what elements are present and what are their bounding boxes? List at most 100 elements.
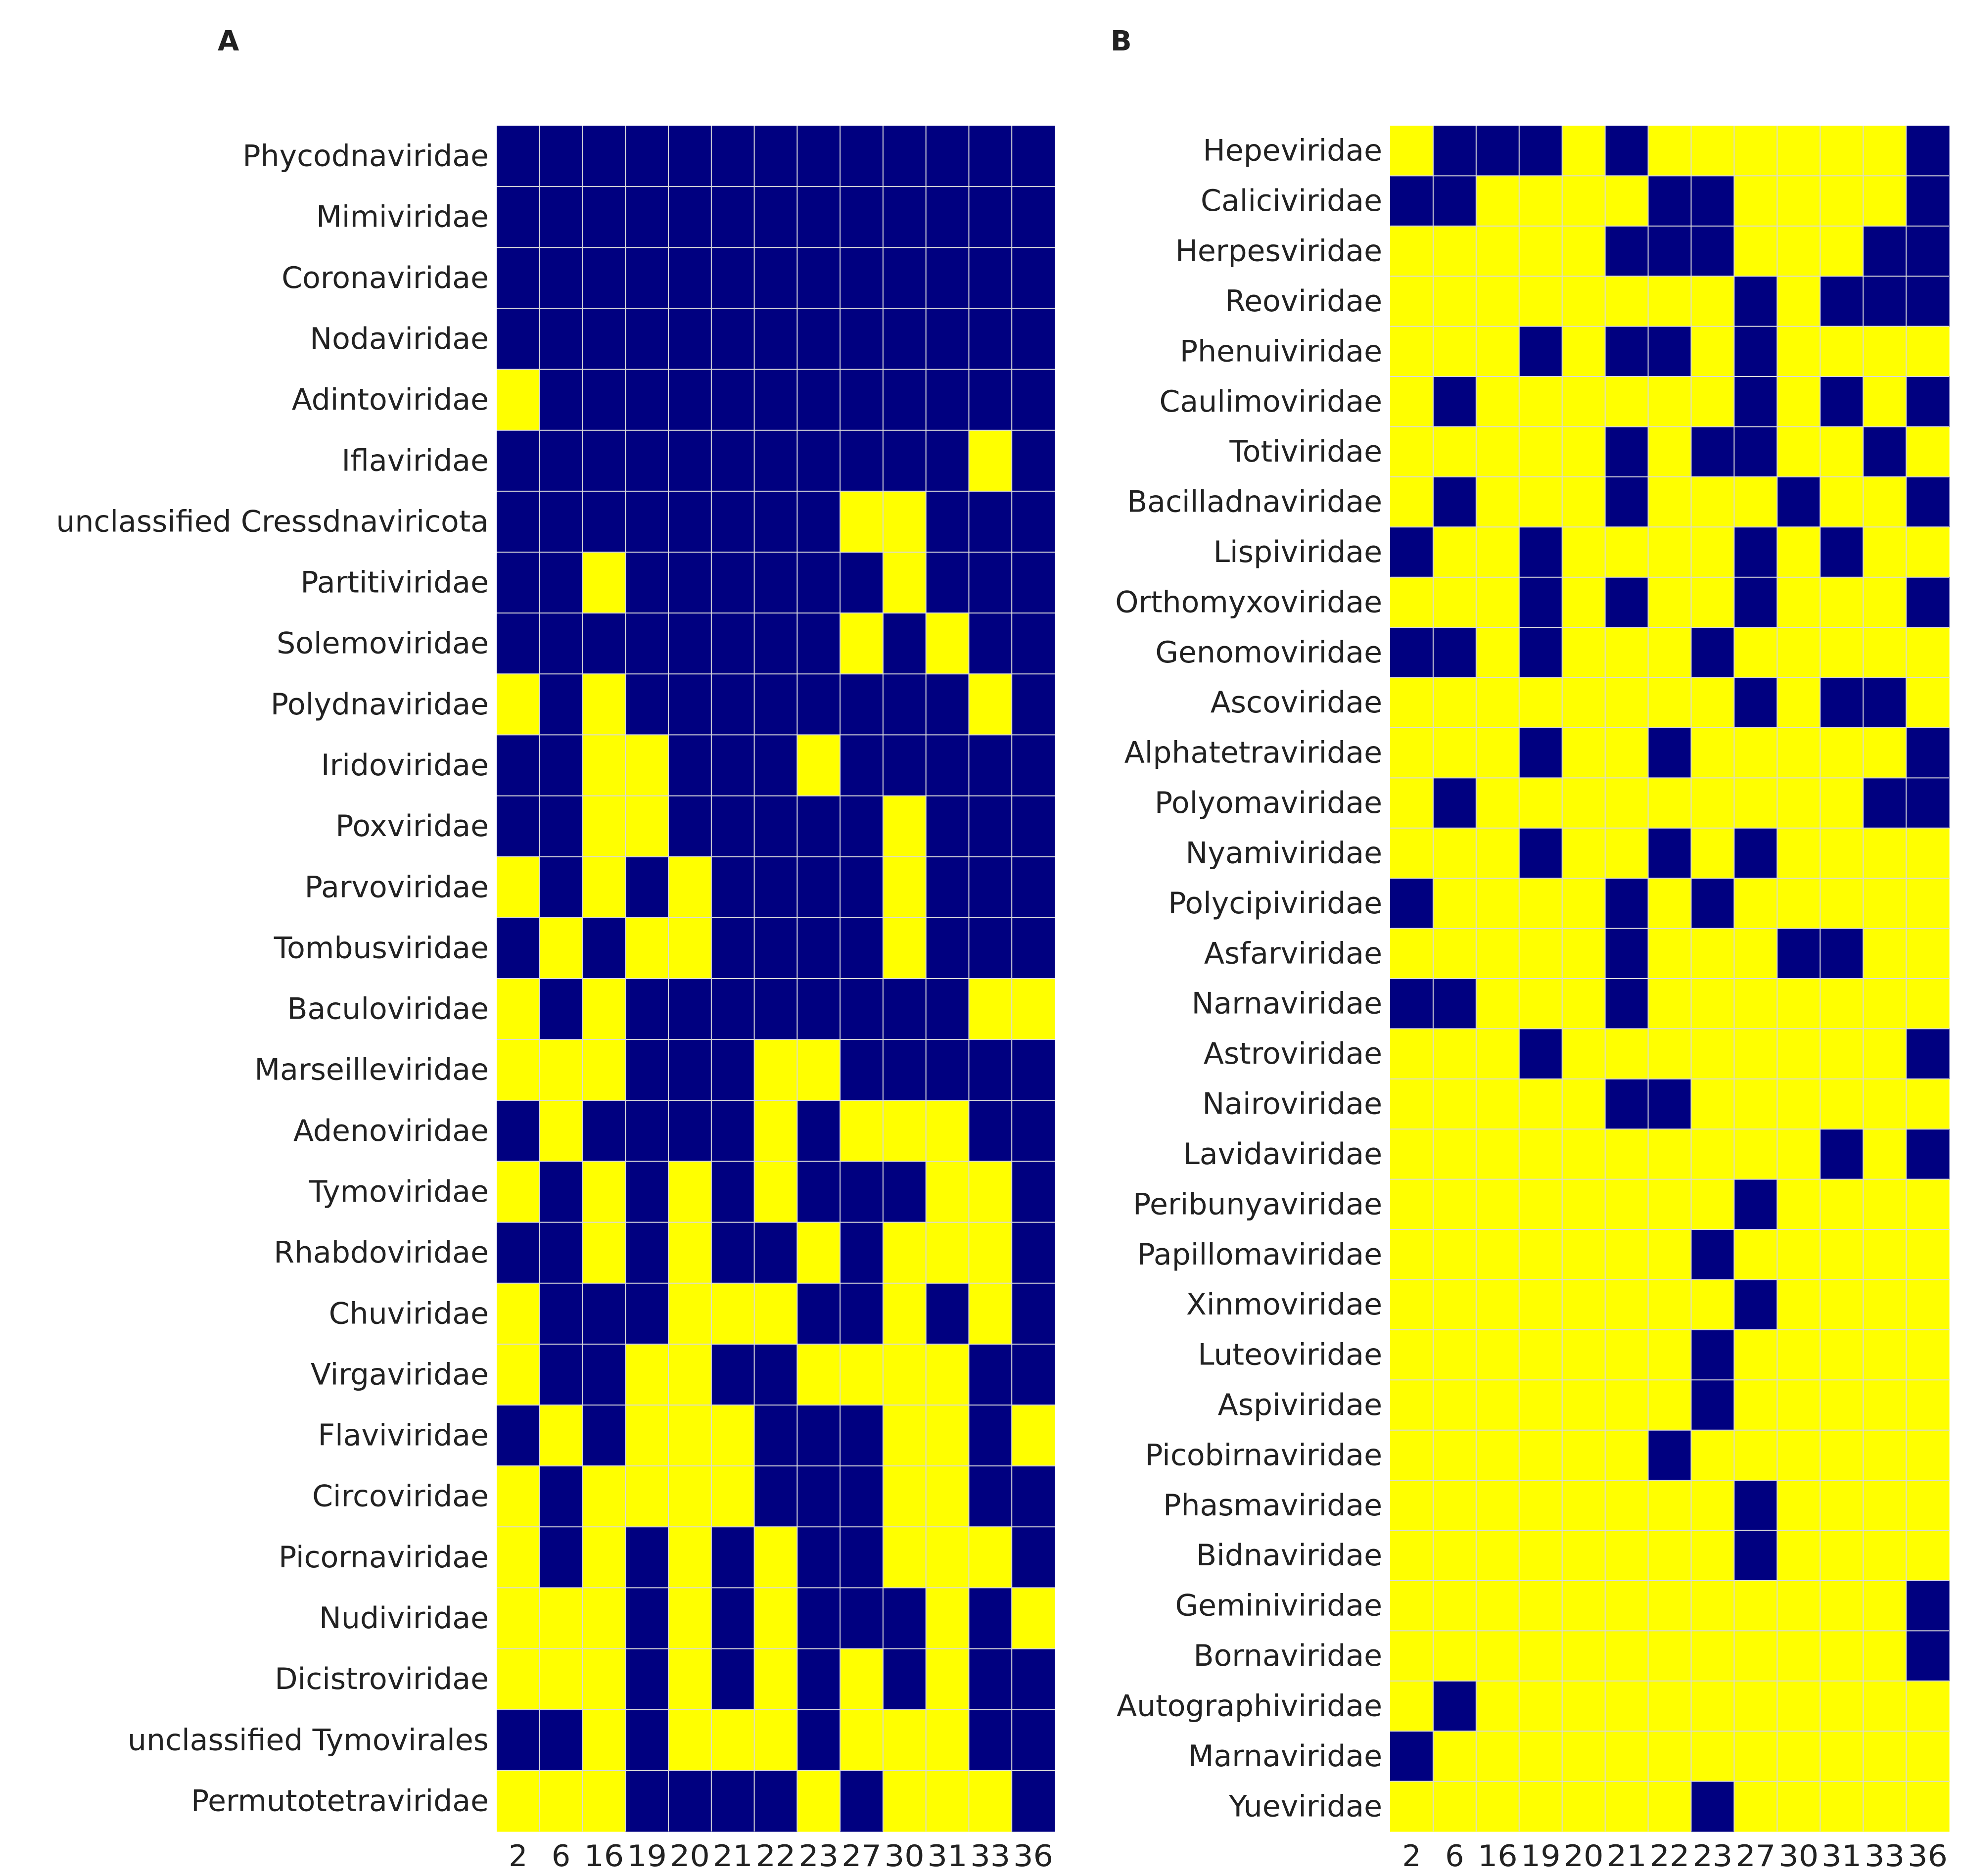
heatmap-cell — [1648, 778, 1692, 829]
heatmap-cell — [883, 1344, 927, 1406]
heatmap-cell — [625, 1466, 669, 1527]
heatmap-cell — [883, 1222, 927, 1284]
row-label: Picornaviridae — [279, 1540, 489, 1575]
heatmap-cell — [969, 917, 1012, 979]
heatmap-cell — [1562, 1179, 1606, 1230]
heatmap-cell — [668, 1222, 712, 1284]
heatmap-cell — [1390, 176, 1434, 227]
heatmap-cell — [1863, 878, 1907, 929]
heatmap-cell — [1648, 1631, 1692, 1682]
heatmap-cell — [797, 1100, 840, 1162]
row-label: Xinmoviridae — [1186, 1287, 1382, 1322]
heatmap-cell — [625, 1161, 669, 1223]
heatmap-cell — [969, 735, 1012, 797]
row-label: Autographiviridae — [1117, 1688, 1382, 1723]
heatmap-cell — [1519, 878, 1563, 929]
heatmap-cell — [1519, 778, 1563, 829]
heatmap-cell — [797, 1466, 840, 1527]
heatmap-cell — [1562, 527, 1606, 578]
heatmap-cell — [1012, 369, 1055, 431]
row-label: Phasmaviridae — [1163, 1488, 1382, 1523]
heatmap-cell — [1433, 677, 1477, 728]
heatmap-cell — [1390, 627, 1434, 678]
row-label: Flaviviridae — [318, 1418, 489, 1453]
heatmap-cell — [1648, 677, 1692, 728]
heatmap-cell — [1433, 627, 1477, 678]
heatmap-cell — [1562, 1681, 1606, 1732]
heatmap-cell — [1648, 979, 1692, 1030]
heatmap-cell — [1820, 1530, 1864, 1581]
heatmap-cell — [1820, 1229, 1864, 1280]
heatmap-cell — [1691, 376, 1734, 427]
heatmap-cell — [539, 1222, 583, 1284]
heatmap-cell — [797, 1283, 840, 1345]
row-label: unclassified Tymovirales — [128, 1723, 489, 1757]
heatmap-cell — [1519, 979, 1563, 1030]
heatmap-cell — [1691, 1430, 1734, 1481]
heatmap-cell — [668, 917, 712, 979]
heatmap-cell — [1476, 476, 1520, 527]
heatmap-cell — [969, 369, 1012, 431]
heatmap-cell — [711, 1770, 755, 1832]
row-label: Asfarviridae — [1204, 936, 1382, 971]
heatmap-cell — [1605, 1229, 1649, 1280]
heatmap-cell — [969, 1344, 1012, 1406]
heatmap-cell — [1820, 1681, 1864, 1732]
heatmap-cell — [1734, 828, 1777, 879]
heatmap-cell — [926, 552, 970, 613]
heatmap-cell — [625, 552, 669, 613]
heatmap-cell — [1519, 276, 1563, 327]
heatmap-cell — [1390, 677, 1434, 728]
heatmap-cell — [1863, 476, 1907, 527]
row-label: Bidnaviridae — [1196, 1538, 1382, 1573]
heatmap-cell — [497, 1588, 540, 1649]
heatmap-cell — [1605, 126, 1649, 177]
heatmap-cell — [1906, 176, 1950, 227]
heatmap-cell — [711, 613, 755, 674]
heatmap-cell — [1734, 577, 1777, 628]
heatmap-cell — [1433, 476, 1477, 527]
heatmap-cell — [1648, 727, 1692, 778]
heatmap-cell — [1390, 1079, 1434, 1129]
heatmap-cell — [1012, 1344, 1055, 1406]
heatmap-cell — [1605, 376, 1649, 427]
heatmap-cell — [797, 1405, 840, 1466]
heatmap-cell — [1476, 878, 1520, 929]
heatmap-cell — [668, 369, 712, 431]
heatmap-cell — [969, 1527, 1012, 1589]
heatmap-cell — [1390, 1681, 1434, 1732]
heatmap-cell — [1777, 126, 1821, 177]
heatmap-cell — [797, 1161, 840, 1223]
heatmap-cell — [711, 1648, 755, 1710]
heatmap-cell — [840, 1405, 884, 1466]
heatmap-cell — [1476, 1229, 1520, 1280]
heatmap-cell — [1476, 1681, 1520, 1732]
heatmap-cell — [1906, 677, 1950, 728]
heatmap-cell — [711, 674, 755, 736]
row-label: Polycipiviridae — [1168, 886, 1382, 921]
heatmap-cell — [625, 1648, 669, 1710]
heatmap-cell — [582, 1222, 626, 1284]
heatmap-cell — [625, 1588, 669, 1649]
heatmap-cell — [539, 1709, 583, 1771]
column-label: 31 — [1821, 1839, 1862, 1874]
heatmap-cell — [969, 552, 1012, 613]
heatmap-cell — [497, 917, 540, 979]
heatmap-cell — [1691, 1329, 1734, 1380]
heatmap-cell — [1605, 1681, 1649, 1732]
heatmap-cell — [754, 1283, 797, 1345]
column-label: 20 — [1564, 1839, 1604, 1874]
heatmap-cell — [625, 1405, 669, 1466]
heatmap-cell — [1777, 1129, 1821, 1180]
heatmap-cell — [539, 1588, 583, 1649]
heatmap-cell — [582, 369, 626, 431]
heatmap-cell — [1734, 1079, 1777, 1129]
heatmap-cell — [1012, 1466, 1055, 1527]
heatmap-cell — [1390, 1380, 1434, 1431]
heatmap-cell — [754, 613, 797, 674]
heatmap-cell — [497, 1100, 540, 1162]
heatmap-cell — [1605, 878, 1649, 929]
heatmap-cell — [797, 187, 840, 248]
heatmap-cell — [1562, 1329, 1606, 1380]
